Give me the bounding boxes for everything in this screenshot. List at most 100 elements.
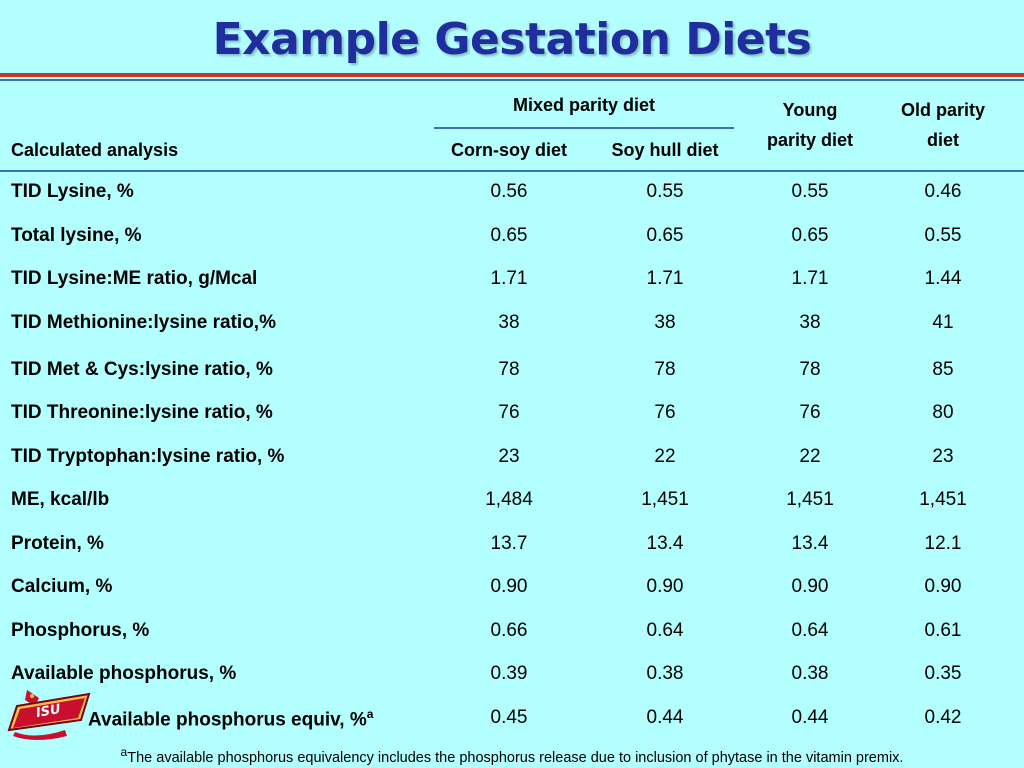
table-cell: 22 xyxy=(799,446,821,467)
table-cell: 0.55 xyxy=(791,181,829,202)
table-cell: 76 xyxy=(654,402,676,423)
table-cell: 12.1 xyxy=(924,533,962,554)
row-label-text: TID Threonine:lysine ratio, % xyxy=(11,402,273,423)
title-divider-blue xyxy=(0,79,1024,81)
table-cell: 1.71 xyxy=(791,268,829,289)
header-young-line2: parity diet xyxy=(766,130,854,150)
row-label: TID Tryptophan:lysine ratio, % xyxy=(11,446,284,468)
header-young-parity: Young parity diet xyxy=(744,95,876,155)
row-label-text: Calcium, % xyxy=(11,576,113,597)
table-row: Total lysine, % 0.65 0.65 0.65 0.55 xyxy=(0,225,1024,255)
row-label: TID Threonine:lysine ratio, % xyxy=(11,402,273,424)
table-row: ME, kcal/lb 1,484 1,451 1,451 1,451 xyxy=(0,489,1024,519)
row-label-text: Phosphorus, % xyxy=(11,620,150,641)
table-row: TID Lysine, % 0.56 0.55 0.55 0.46 xyxy=(0,181,1024,211)
table-row: Available phosphorus equiv, %a 0.45 0.44 0.… xyxy=(0,707,1024,737)
table-cell: 0.46 xyxy=(924,181,962,202)
iowa-state-cyclones-logo: ISU xyxy=(7,690,91,740)
table-row: Phosphorus, % 0.66 0.64 0.64 0.61 xyxy=(0,620,1024,650)
footnote-text: The available phosphorus equivalency inc… xyxy=(127,749,904,766)
table-cell: 13.7 xyxy=(490,533,528,554)
footnote-ref: a xyxy=(366,707,374,721)
table-cell: 23 xyxy=(932,446,954,467)
row-label: Calcium, % xyxy=(11,576,112,598)
table-cell: 0.42 xyxy=(924,707,962,728)
row-label: TID Lysine:ME ratio, g/Mcal xyxy=(11,268,257,290)
table-cell: 38 xyxy=(498,312,520,333)
table-cell: 0.90 xyxy=(646,576,684,597)
table-cell: 0.38 xyxy=(646,663,684,684)
table-cell: 22 xyxy=(654,446,676,467)
table-row: Calcium, % 0.90 0.90 0.90 0.90 xyxy=(0,576,1024,606)
table-cell: 85 xyxy=(932,359,954,380)
table-cell: 13.4 xyxy=(646,533,684,554)
table-cell: 1.71 xyxy=(646,268,684,289)
table-cell: 0.64 xyxy=(646,620,684,641)
table-cell: 0.35 xyxy=(924,663,962,684)
row-label-text: Available phosphorus, % xyxy=(11,663,237,684)
table-row: TID Tryptophan:lysine ratio, % 23 22 22 23 xyxy=(0,446,1024,476)
table-cell: 78 xyxy=(654,359,676,380)
table-cell: 1.71 xyxy=(490,268,528,289)
row-label: Available phosphorus, % xyxy=(11,663,236,685)
title-divider-red xyxy=(0,73,1024,77)
footnote-marker: a xyxy=(120,745,128,759)
table-row: Available phosphorus, % 0.39 0.38 0.38 0.35 xyxy=(0,663,1024,693)
table-row: Protein, % 13.7 13.4 13.4 12.1 xyxy=(0,533,1024,563)
row-label: TID Met & Cys:lysine ratio, % xyxy=(11,359,273,381)
row-label-text: Total lysine, % xyxy=(11,225,142,246)
row-label-text: TID Lysine, % xyxy=(11,181,134,202)
table-cell: 38 xyxy=(654,312,676,333)
row-label: Protein, % xyxy=(11,533,104,555)
table-cell: 23 xyxy=(498,446,520,467)
table-cell: 0.55 xyxy=(646,181,684,202)
table-row: TID Threonine:lysine ratio, % 76 76 76 80 xyxy=(0,402,1024,432)
table-cell: 0.65 xyxy=(791,225,829,246)
header-divider xyxy=(0,170,1024,172)
header-calculated-analysis: Calculated analysis xyxy=(11,140,179,160)
row-label-text: TID Met & Cys:lysine ratio, % xyxy=(11,359,273,380)
row-label-text: Protein, % xyxy=(11,533,104,554)
header-corn-soy: Corn-soy diet xyxy=(450,140,567,160)
table-cell: 1,451 xyxy=(919,489,967,510)
row-label: ME, kcal/lb xyxy=(11,489,109,511)
table-cell: 41 xyxy=(932,312,954,333)
table-row: TID Met & Cys:lysine ratio, % 78 78 78 85 xyxy=(0,359,1024,389)
table-row: TID Methionine:lysine ratio,% 38 38 38 41 xyxy=(0,312,1024,342)
table-cell: 0.56 xyxy=(490,181,528,202)
table-cell: 0.90 xyxy=(924,576,962,597)
table-cell: 78 xyxy=(498,359,520,380)
table-cell: 0.64 xyxy=(791,620,829,641)
table-cell: 76 xyxy=(498,402,520,423)
table-cell: 80 xyxy=(932,402,954,423)
row-label: Phosphorus, % xyxy=(11,620,149,642)
table-cell: 0.55 xyxy=(924,225,962,246)
table-cell: 0.61 xyxy=(924,620,962,641)
table-cell: 0.90 xyxy=(490,576,528,597)
table-cell: 76 xyxy=(799,402,821,423)
header-group-underline xyxy=(434,127,734,129)
row-label: Available phosphorus equiv, %a xyxy=(88,707,373,731)
table-cell: 0.66 xyxy=(490,620,528,641)
table-cell: 78 xyxy=(799,359,821,380)
header-mixed-parity: Mixed parity diet xyxy=(512,95,656,115)
table-cell: 1,484 xyxy=(485,489,533,510)
table-cell: 0.65 xyxy=(490,225,528,246)
row-label: Total lysine, % xyxy=(11,225,142,247)
table-cell: 38 xyxy=(799,312,821,333)
row-label-text: ME, kcal/lb xyxy=(11,489,110,510)
table-cell: 1,451 xyxy=(786,489,834,510)
svg-text:ISU: ISU xyxy=(35,702,62,721)
table-cell: 0.39 xyxy=(490,663,528,684)
row-label-text: TID Methionine:lysine ratio,% xyxy=(11,312,276,333)
header-young-line1: Young xyxy=(782,100,838,120)
footnote: aThe available phosphorus equivalency in… xyxy=(0,745,1024,766)
table-cell: 0.65 xyxy=(646,225,684,246)
header-old-line1: Old parity xyxy=(900,100,985,120)
header-soy-hull: Soy hull diet xyxy=(611,140,719,160)
table-cell: 13.4 xyxy=(791,533,829,554)
header-old-parity: Old parity diet xyxy=(878,95,1008,155)
table-cell: 1.44 xyxy=(924,268,962,289)
row-label: TID Methionine:lysine ratio,% xyxy=(11,312,276,334)
row-label-text: TID Tryptophan:lysine ratio, % xyxy=(11,446,285,467)
